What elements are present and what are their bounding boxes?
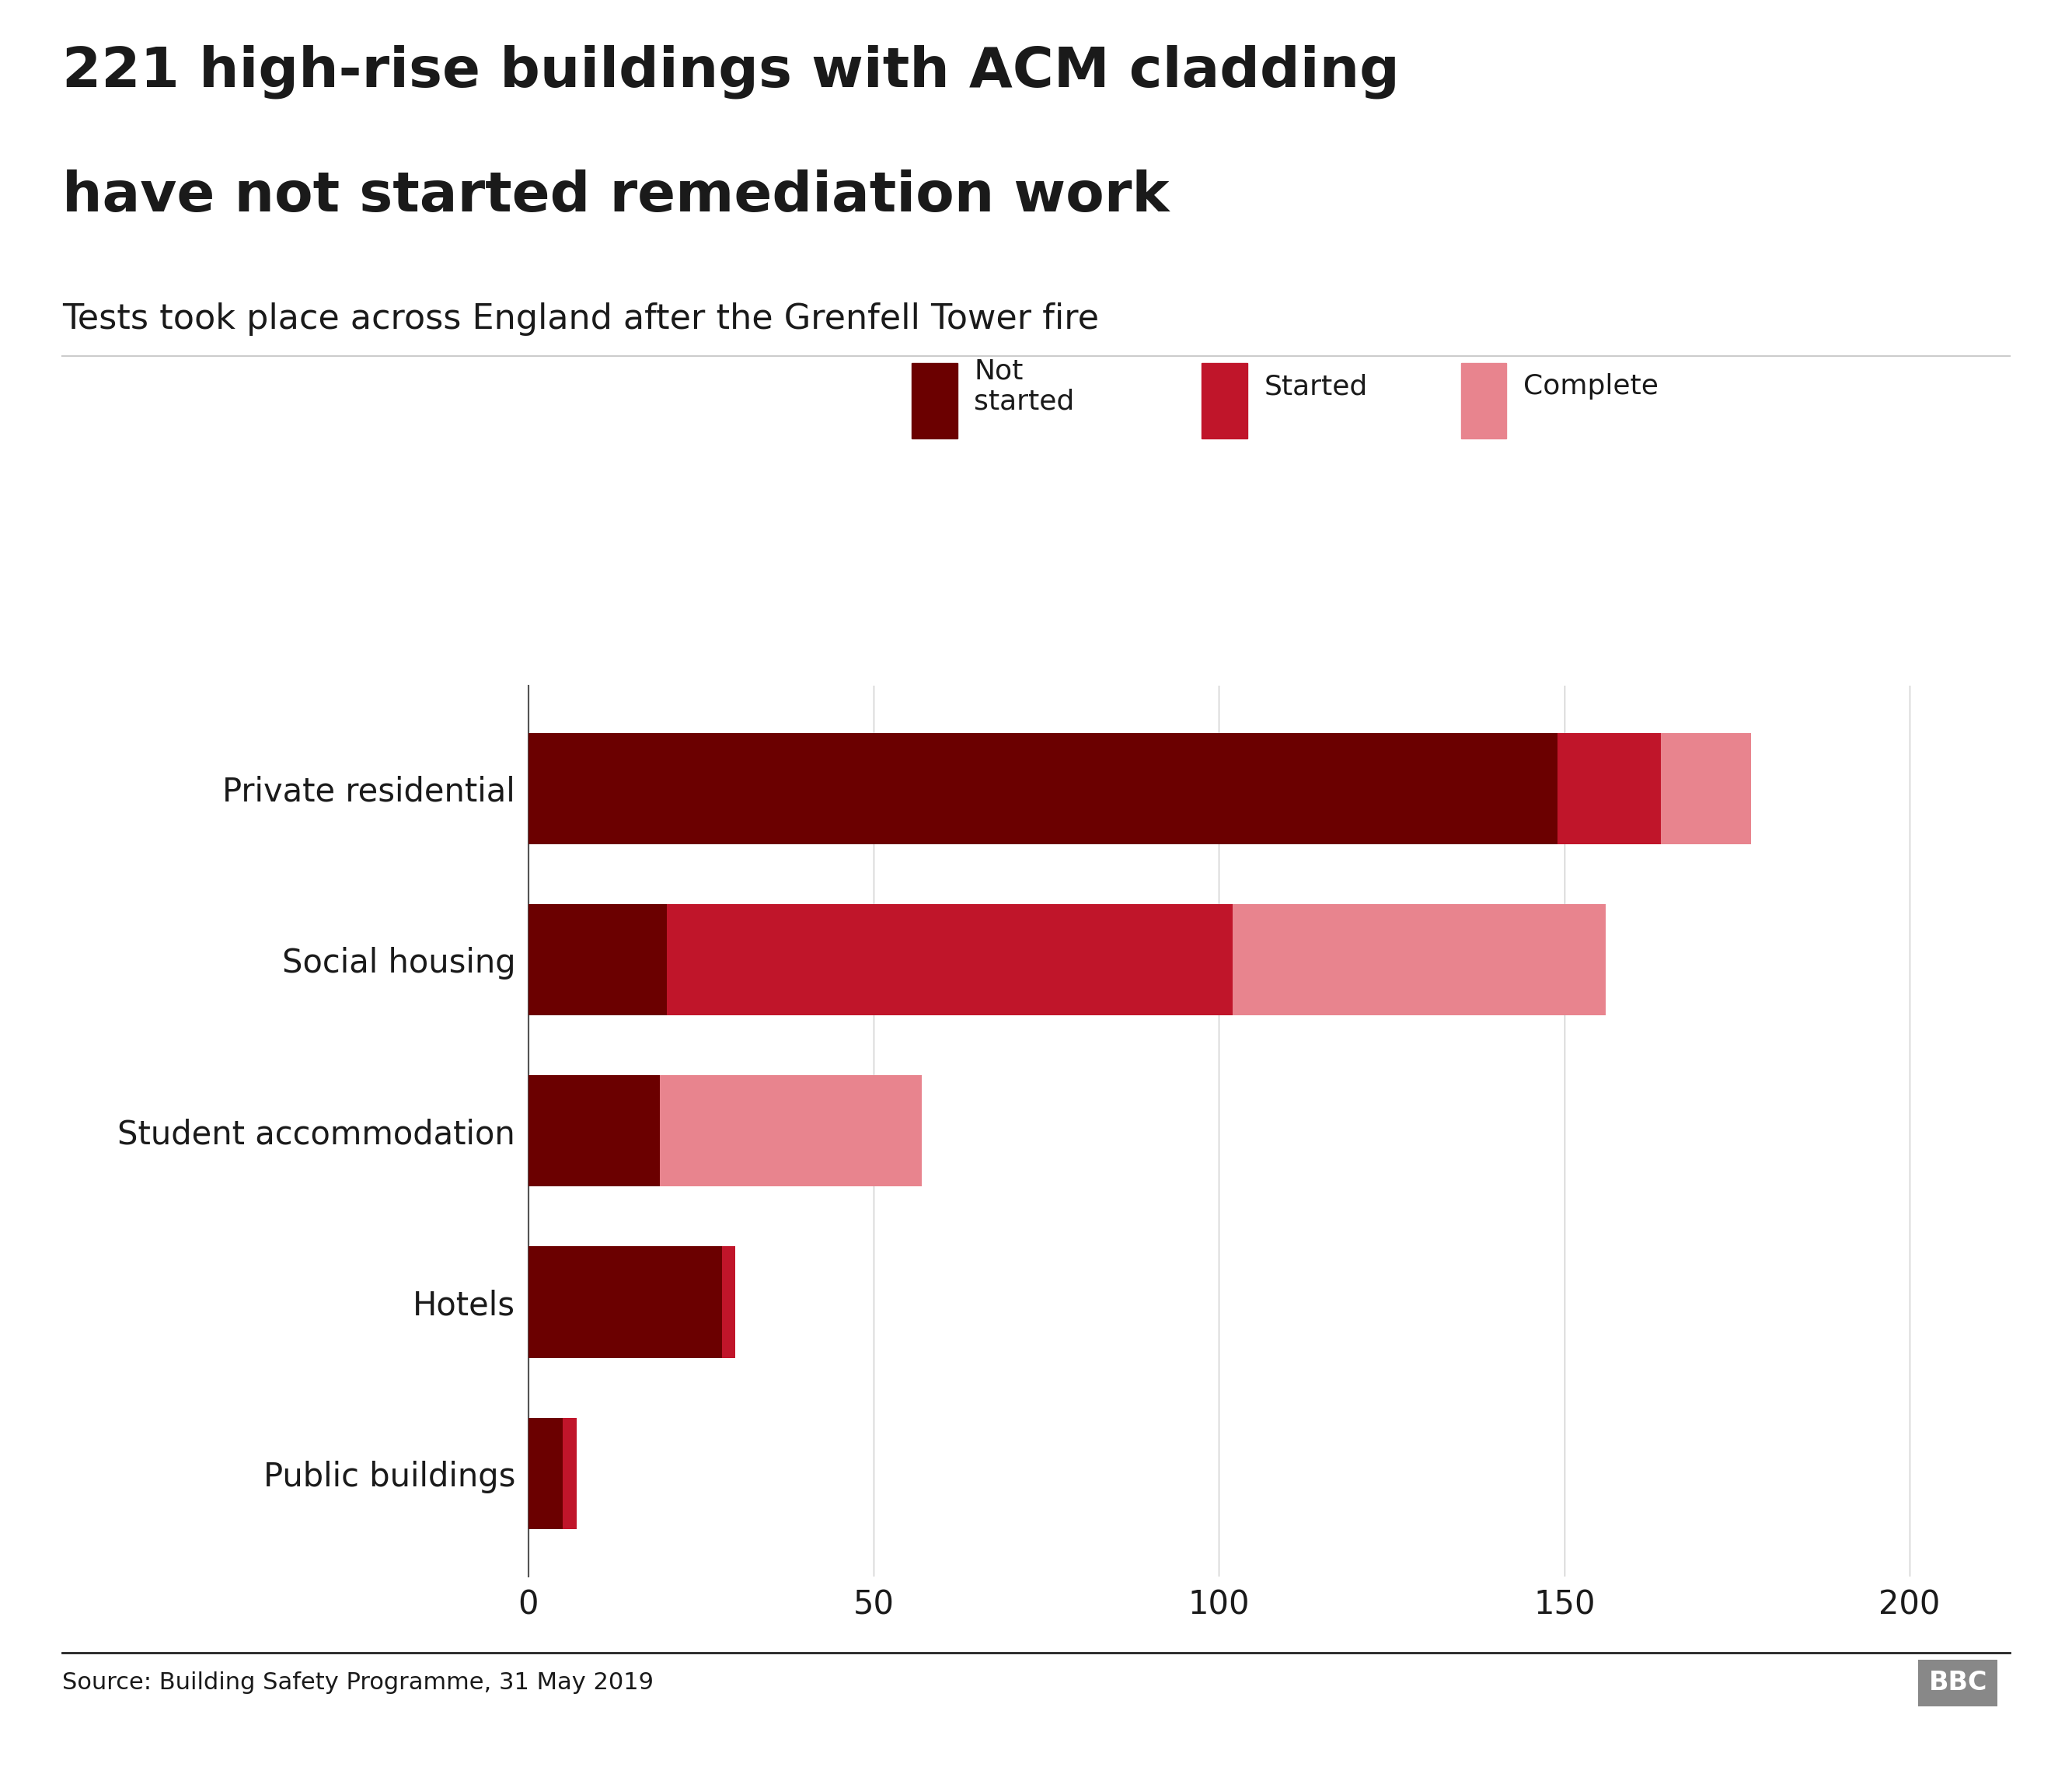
Bar: [1662, 732, 1751, 844]
Text: Source: Building Safety Programme, 31 May 2019: Source: Building Safety Programme, 31 Ma…: [62, 1672, 653, 1694]
Bar: [528, 1247, 721, 1357]
Bar: [528, 732, 1558, 844]
Bar: [1558, 732, 1662, 844]
Bar: [1233, 905, 1606, 1015]
Bar: [564, 1418, 576, 1530]
Bar: [528, 905, 667, 1015]
Text: 221 high-rise buildings with ACM cladding: 221 high-rise buildings with ACM claddin…: [62, 45, 1399, 98]
Bar: [667, 905, 1233, 1015]
Text: Complete: Complete: [1523, 374, 1658, 399]
Text: BBC: BBC: [1929, 1671, 1987, 1696]
Text: Not
started: Not started: [974, 358, 1073, 415]
Text: Tests took place across England after the Grenfell Tower fire: Tests took place across England after th…: [62, 303, 1098, 337]
Bar: [528, 1418, 564, 1530]
Bar: [659, 1076, 922, 1186]
Text: have not started remediation work: have not started remediation work: [62, 169, 1169, 223]
Text: Started: Started: [1264, 374, 1368, 399]
Bar: [528, 1076, 659, 1186]
Bar: [721, 1247, 736, 1357]
